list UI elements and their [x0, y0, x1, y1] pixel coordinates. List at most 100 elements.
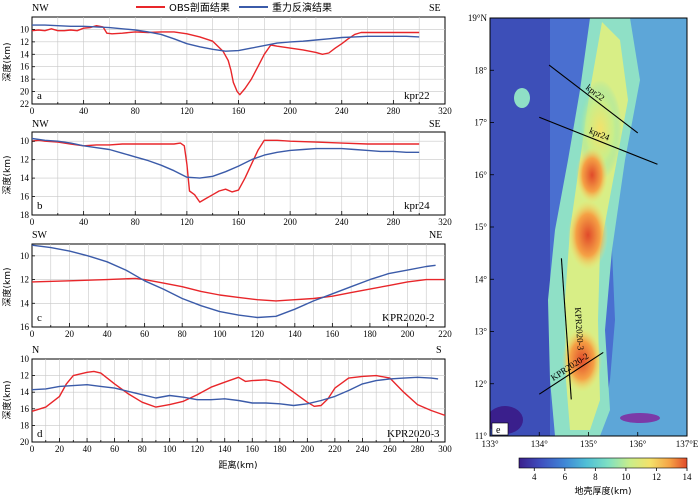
x-tick-label: 20: [65, 329, 75, 339]
y-tick-label: 16: [20, 62, 30, 72]
x-tick-label: 60: [110, 444, 120, 454]
map-lat-label: 12°: [474, 379, 487, 389]
panel-b-series-gravity: [31, 137, 420, 179]
panel-a-series-gravity: [32, 24, 420, 52]
panel-b-right-direction: SE: [429, 119, 441, 130]
panel-c-ylabel: 深度(km): [1, 267, 13, 306]
x-tick-label: 280: [387, 217, 401, 227]
panel-d-ylabel: 深度(km): [1, 380, 13, 419]
y-tick-label: 12: [20, 155, 29, 165]
colorbar-tick-label: 6: [563, 472, 568, 482]
x-tick-label: 40: [83, 444, 93, 454]
map-west-basin: [490, 18, 550, 436]
x-tick-label: 300: [438, 444, 452, 454]
panel-a-right-direction: SE: [429, 3, 441, 14]
y-tick-label: 16: [20, 192, 30, 202]
colorbar-tick-label: 10: [621, 472, 631, 482]
panel-d-letter: d: [37, 428, 43, 440]
panel-b-left-direction: NW: [32, 119, 49, 130]
y-tick-label: 22: [20, 99, 29, 109]
map-panel-letter: e: [496, 425, 501, 436]
x-tick-label: 100: [163, 444, 177, 454]
map-profile-kpr2020-2: [538, 351, 604, 395]
x-tick-label: 220: [438, 329, 452, 339]
x-tick-label: 160: [246, 444, 260, 454]
x-tick-label: 120: [180, 106, 194, 116]
map-lat-label: 15°: [474, 222, 487, 232]
x-tick-label: 180: [273, 444, 287, 454]
colorbar: 4 6 8 10 12 14 地壳厚度(km): [518, 457, 692, 497]
panel-a-left-direction: NW: [32, 3, 49, 14]
y-tick-label: 16: [20, 404, 30, 414]
x-tick-label: 0: [30, 444, 35, 454]
map-lat-label: 17°: [474, 118, 487, 128]
x-tick-label: 320: [438, 106, 452, 116]
panel-d-series-gravity: [31, 376, 439, 407]
map-image: [490, 18, 687, 436]
x-tick-label: 240: [335, 217, 349, 227]
x-tick-label: 80: [131, 106, 141, 116]
x-tick-label: 240: [356, 444, 370, 454]
panel-a-letter: a: [37, 90, 42, 102]
panel-b-series-obs: [31, 139, 420, 203]
panel-a-series-obs: [31, 25, 420, 96]
legend: OBS剖面结果 重力反演结果: [136, 1, 332, 14]
panel-c: SW NE c KPR2020-2 深度(km) 0 20 40 60 80 100 120…: [1, 230, 452, 339]
x-tick-label: 80: [131, 217, 141, 227]
x-tick-label: 320: [438, 217, 452, 227]
x-tick-label: 0: [30, 217, 35, 227]
x-tick-label: 140: [288, 329, 302, 339]
panel-c-letter: c: [37, 312, 42, 324]
x-tick-label: 0: [30, 329, 35, 339]
x-tick-label: 260: [383, 444, 397, 454]
x-tick-label: 180: [363, 329, 377, 339]
x-tick-label: 160: [326, 329, 340, 339]
x-tick-label: 200: [283, 217, 297, 227]
legend-gravity-label: 重力反演结果: [272, 1, 332, 14]
x-tick-label: 160: [232, 106, 246, 116]
panel-d-left-direction: N: [32, 345, 39, 356]
map-profile-label: KPR2020-3: [573, 307, 586, 351]
y-tick-label: 18: [20, 420, 30, 430]
y-tick-label: 20: [20, 437, 30, 447]
panel-a: NW SE a kpr22 深度(km) 0 40 80 120 160 200 240 28…: [1, 3, 452, 116]
map-lat-label: 14°: [474, 274, 487, 284]
map-seamount-south: [620, 413, 660, 423]
y-tick-label: 18: [20, 74, 30, 84]
panel-d-xlabel: 距离(km): [218, 459, 257, 471]
map-lat-label: 16°: [474, 170, 487, 180]
y-tick-label: 10: [20, 24, 30, 34]
x-tick-label: 220: [328, 444, 342, 454]
map-lat-label: 19°N: [468, 13, 488, 23]
y-tick-label: 14: [20, 298, 30, 308]
panel-d-series-obs: [31, 370, 446, 417]
panel-d-profile-name: KPR2020-3: [387, 428, 440, 440]
colorbar-title: 地壳厚度(km): [574, 485, 631, 497]
x-tick-label: 60: [140, 329, 150, 339]
y-tick-label: 14: [20, 387, 30, 397]
y-tick-label: 20: [20, 87, 30, 97]
map-ridge-high-mid: [576, 147, 608, 203]
y-tick-label: 12: [20, 275, 29, 285]
x-tick-label: 280: [411, 444, 425, 454]
map-east-plate: [600, 18, 687, 436]
map-seamount-west: [514, 88, 530, 108]
panel-c-profile-name: KPR2020-2: [382, 312, 435, 324]
x-tick-label: 160: [232, 217, 246, 227]
map-lon-label: 135°: [580, 439, 598, 449]
x-tick-label: 80: [138, 444, 148, 454]
y-tick-label: 16: [20, 322, 30, 332]
x-tick-label: 20: [55, 444, 65, 454]
panel-c-series-obs: [31, 277, 445, 302]
x-tick-label: 120: [190, 444, 204, 454]
x-tick-label: 200: [401, 329, 415, 339]
map-ridge-high-central: [568, 200, 608, 270]
map-lon-label: 133°: [481, 439, 499, 449]
map-lon-label: 136°: [629, 439, 647, 449]
x-tick-label: 80: [178, 329, 188, 339]
map-lon-label: 137°E: [676, 439, 699, 449]
y-tick-label: 10: [20, 136, 30, 146]
y-tick-label: 10: [20, 251, 30, 261]
y-tick-label: 10: [20, 354, 30, 364]
